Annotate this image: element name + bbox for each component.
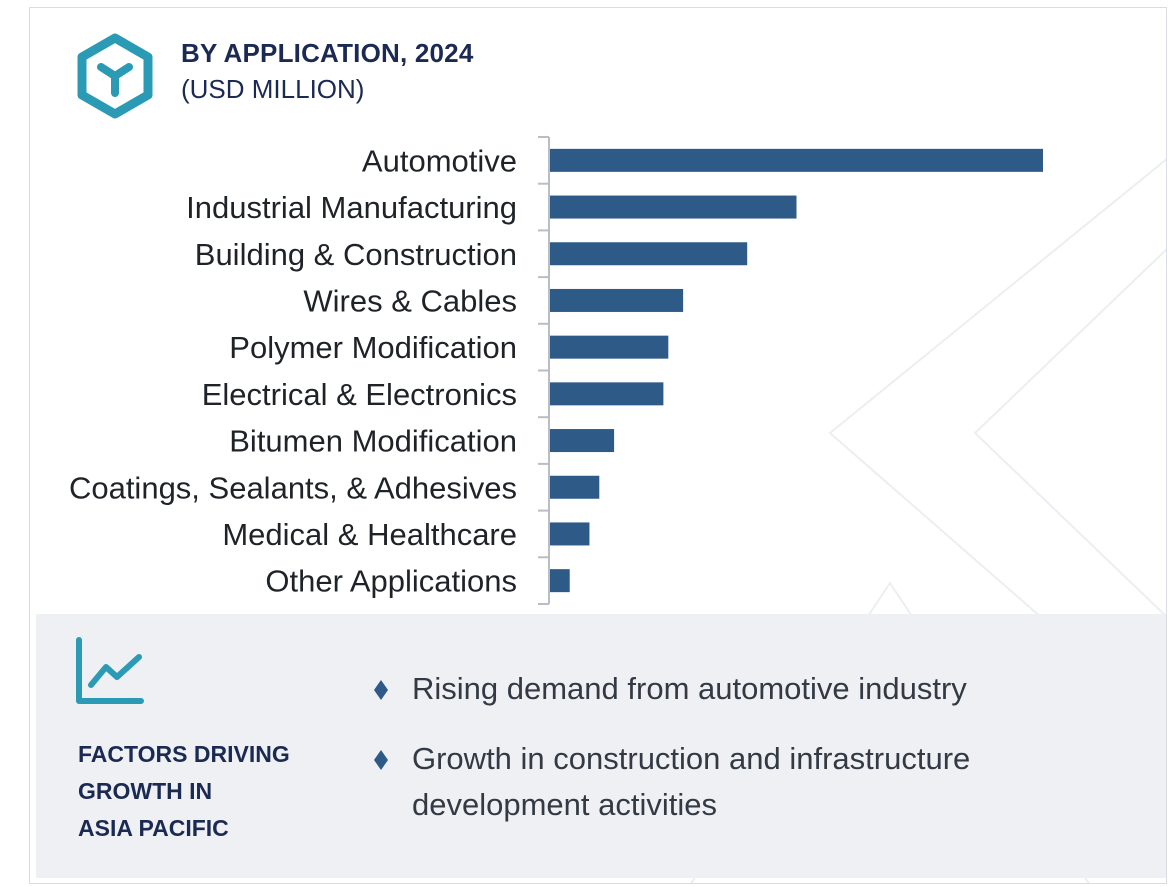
- factor-bullet-text: Growth in construction and infrastructur…: [412, 741, 971, 822]
- diamond-bullet-icon: [374, 750, 388, 770]
- bar-chart: Automotive Industrial Manufacturing Buildi…: [69, 136, 1043, 605]
- category-label: Automotive: [362, 143, 517, 178]
- category-label: Wires & Cables: [303, 283, 517, 318]
- diamond-bullet-icon: [374, 680, 388, 700]
- category-label: Bitumen Modification: [229, 424, 517, 459]
- bar: [550, 475, 600, 499]
- category-label: Coatings, Sealants, & Adhesives: [69, 470, 517, 505]
- category-label: Industrial Manufacturing: [186, 190, 517, 225]
- chart-title: BY APPLICATION, 2024: [181, 38, 474, 68]
- line-chart-growth-icon: [76, 637, 144, 704]
- hexagon-y-icon: [77, 33, 153, 119]
- bar: [550, 522, 590, 546]
- factors-title-line: GROWTH IN: [78, 778, 213, 804]
- factor-bullet-text: Rising demand from automotive industry: [412, 671, 967, 706]
- factor-bullet: Growth in construction and infrastructur…: [374, 736, 1074, 828]
- bar: [550, 242, 748, 266]
- category-label: Electrical & Electronics: [202, 377, 517, 412]
- factors-title: FACTORS DRIVING GROWTH IN ASIA PACIFIC: [78, 736, 358, 847]
- bar: [550, 382, 664, 406]
- bar: [550, 195, 797, 219]
- bar: [550, 288, 684, 312]
- category-label: Medical & Healthcare: [222, 517, 517, 552]
- bar: [550, 335, 669, 359]
- factors-title-line: FACTORS DRIVING: [78, 741, 290, 767]
- factors-title-line: ASIA PACIFIC: [78, 815, 229, 841]
- bar: [550, 569, 570, 593]
- factors-panel: [36, 614, 1166, 878]
- category-label: Other Applications: [265, 564, 517, 599]
- category-label: Building & Construction: [195, 237, 517, 272]
- bar: [550, 429, 615, 453]
- category-label: Polymer Modification: [229, 330, 517, 365]
- bar: [550, 148, 1043, 172]
- factor-bullet: Rising demand from automotive industry: [374, 666, 1074, 712]
- chart-subtitle: (USD MILLION): [181, 74, 365, 104]
